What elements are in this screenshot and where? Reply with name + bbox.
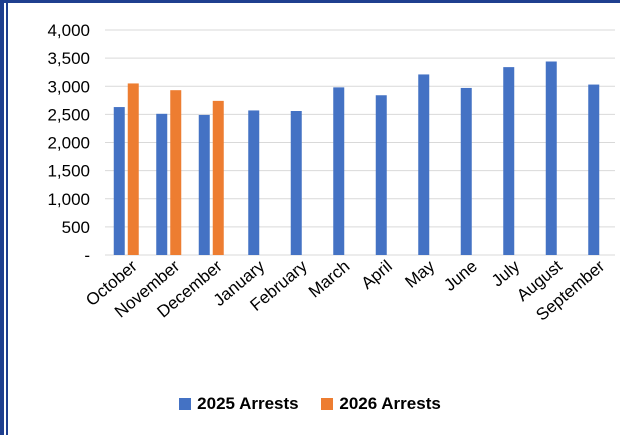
bar-2025-november [156, 113, 168, 255]
bar-2025-january [248, 110, 260, 255]
x-tick-label: March [305, 257, 353, 302]
y-tick-label: 500 [62, 218, 90, 237]
legend-swatch-2026 [321, 398, 334, 410]
bar-2026-october [127, 83, 139, 255]
bar-2025-march [333, 87, 345, 255]
bar-2025-july [503, 67, 515, 255]
legend-label-2025: 2025 Arrests [197, 394, 299, 413]
y-tick-label: 4,000 [47, 21, 90, 40]
y-tick-label: 2,500 [47, 105, 90, 124]
x-tick-label: June [440, 257, 480, 295]
y-tick-label: 3,500 [47, 49, 90, 68]
bar-2025-june [460, 87, 472, 255]
bar-2025-august [545, 61, 557, 255]
bar-2026-december [212, 100, 224, 255]
bar-2025-may [418, 74, 430, 255]
y-tick-label: 3,000 [47, 77, 90, 96]
y-tick-label: 2,000 [47, 134, 90, 153]
bar-2025-october [113, 107, 125, 255]
bar-2025-december [198, 114, 210, 255]
y-tick-label: 1,000 [47, 190, 90, 209]
y-tick-label: 1,500 [47, 162, 90, 181]
legend-swatch-2025 [179, 398, 192, 410]
legend: 2025 Arrests 2026 Arrests [0, 394, 620, 415]
x-tick-label: April [358, 257, 396, 293]
y-tick-label: - [84, 246, 90, 265]
bar-2025-february [290, 111, 302, 255]
bar-2025-april [375, 95, 387, 255]
bar-2026-november [170, 90, 182, 255]
legend-item-2026: 2026 Arrests [321, 394, 441, 414]
x-tick-label: May [401, 256, 438, 292]
legend-label-2026: 2026 Arrests [339, 394, 441, 413]
legend-item-2025: 2025 Arrests [179, 394, 299, 414]
bar-2025-september [588, 84, 600, 255]
